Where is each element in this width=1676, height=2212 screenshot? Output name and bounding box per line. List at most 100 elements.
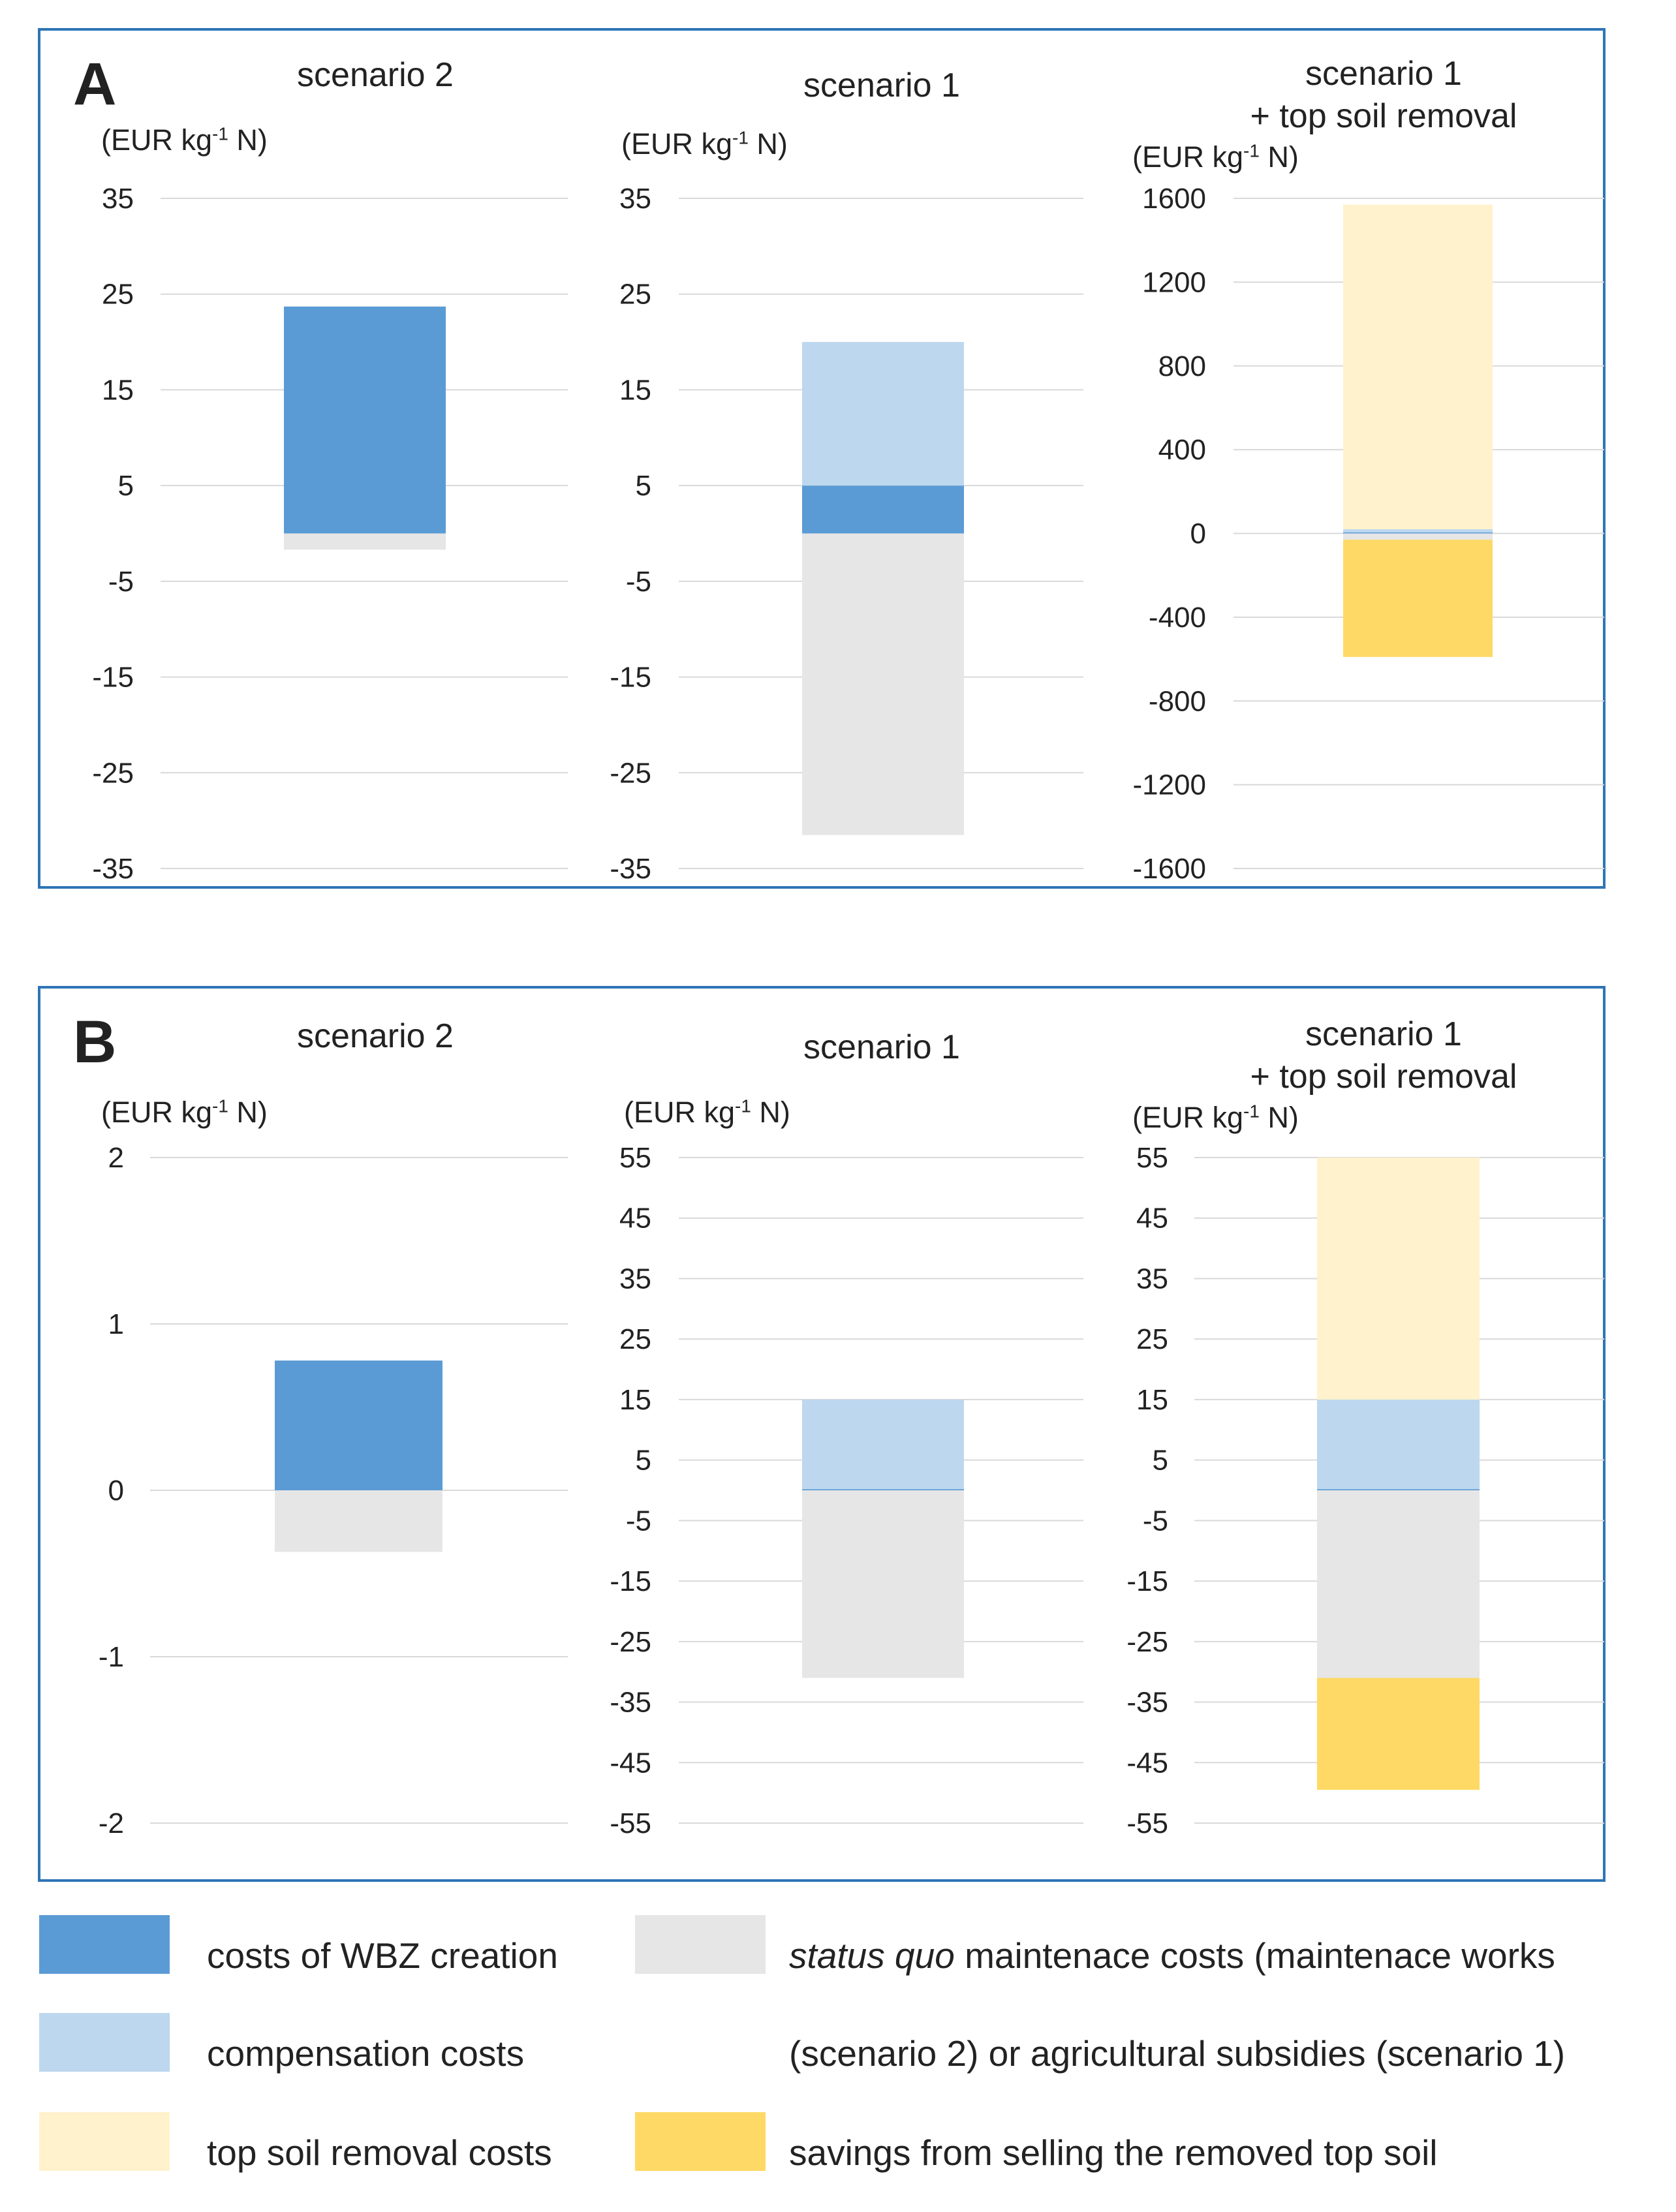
tick-label-b-1-2: 0 <box>108 1475 124 1507</box>
tick-label-b-2-5: 5 <box>636 1445 651 1477</box>
legend-label-wbz: costs of WBZ creation <box>207 1935 558 1976</box>
axis-unit-label-a-2: (EUR kg-1 N) <box>621 127 788 161</box>
tick-label-b-3-9: -35 <box>1126 1687 1168 1719</box>
tick-label-b-2-2: 35 <box>619 1263 651 1295</box>
legend-swatch-status-quo <box>635 1915 766 1974</box>
panel-letter-b: B <box>73 1009 116 1075</box>
tick-label-a-1-5: -15 <box>92 662 134 694</box>
tick-label-a-2-7: -35 <box>610 853 651 885</box>
bar-segment-b-3-status-quo <box>1317 1490 1480 1678</box>
tick-label-b-3-0: 55 <box>1136 1142 1168 1174</box>
tick-label-a-2-6: -25 <box>610 757 651 789</box>
tick-label-a-1-0: 35 <box>102 183 134 215</box>
panel-letter-a: A <box>73 51 116 117</box>
tick-label-a-3-0: 1600 <box>1142 183 1206 215</box>
tick-label-b-3-2: 35 <box>1136 1263 1168 1295</box>
tick-label-a-3-6: -800 <box>1149 685 1206 717</box>
bar-segment-a-3-topsoil <box>1343 204 1493 530</box>
bar-segment-b-3-topsoil <box>1317 1158 1480 1400</box>
tick-label-a-2-0: 35 <box>619 183 651 215</box>
legend-label-status-quo-italic: status quo <box>789 1935 955 1976</box>
tick-label-b-1-1: 1 <box>108 1308 124 1340</box>
axis-unit-label-b-1: (EUR kg-1 N) <box>101 1096 268 1129</box>
bar-segment-a-1-wbz <box>284 306 446 534</box>
tick-label-a-1-6: -25 <box>92 757 134 789</box>
chart-subtitle-a-3: + top soil removal <box>1250 97 1517 135</box>
chart-title-a-2: scenario 1 <box>803 67 960 104</box>
tick-label-b-2-6: -5 <box>626 1505 651 1537</box>
bar-segment-b-1-status-quo <box>275 1490 442 1552</box>
tick-label-a-2-3: 5 <box>636 470 651 502</box>
tick-label-b-2-4: 15 <box>619 1384 651 1416</box>
tick-label-a-3-7: -1200 <box>1132 769 1206 801</box>
tick-label-b-3-1: 45 <box>1136 1203 1168 1235</box>
bar-segment-a-2-wbz <box>802 485 964 534</box>
bar-segment-b-3-compensation <box>1317 1399 1480 1490</box>
legend-label-topsoil: top soil removal costs <box>207 2132 552 2173</box>
tick-label-b-2-3: 25 <box>619 1323 651 1355</box>
tick-label-a-3-3: 400 <box>1158 434 1206 466</box>
tick-label-b-2-9: -35 <box>610 1687 651 1719</box>
chart-title-b-2: scenario 1 <box>803 1028 960 1066</box>
axis-unit-label-b-2: (EUR kg-1 N) <box>624 1096 790 1129</box>
tick-label-b-2-7: -15 <box>610 1565 651 1597</box>
bar-segment-b-2-wbz <box>802 1489 964 1491</box>
chart-title-b-1: scenario 2 <box>297 1017 454 1055</box>
panel-frame-b <box>38 986 1606 1882</box>
bar-segment-a-3-wbz <box>1343 532 1493 534</box>
tick-label-a-3-8: -1600 <box>1132 853 1206 885</box>
legend-swatch-compensation <box>39 2013 170 2072</box>
tick-label-a-3-5: -400 <box>1149 602 1206 634</box>
bar-segment-b-1-wbz <box>275 1360 442 1490</box>
tick-label-a-1-2: 15 <box>102 374 134 406</box>
axis-unit-label-b-3: (EUR kg-1 N) <box>1132 1101 1299 1134</box>
bar-segment-a-3-savings <box>1343 540 1493 657</box>
bar-segment-a-3-status-quo <box>1343 533 1493 540</box>
tick-label-a-2-2: 15 <box>619 374 651 406</box>
tick-label-b-1-4: -2 <box>99 1807 124 1839</box>
tick-label-a-1-3: 5 <box>118 470 134 502</box>
tick-label-b-2-1: 45 <box>619 1203 651 1235</box>
bar-segment-a-2-compensation <box>802 342 964 486</box>
tick-label-b-3-10: -45 <box>1126 1747 1168 1779</box>
tick-label-b-2-0: 55 <box>619 1142 651 1174</box>
tick-label-a-1-1: 25 <box>102 279 134 311</box>
bar-segment-a-3-compensation <box>1343 529 1493 532</box>
tick-label-a-2-5: -15 <box>610 662 651 694</box>
legend-label-savings: savings from selling the removed top soi… <box>789 2132 1438 2173</box>
legend-swatch-topsoil <box>39 2112 170 2171</box>
tick-label-b-3-8: -25 <box>1126 1626 1168 1658</box>
chart-title-b-3: scenario 1 <box>1305 1015 1462 1053</box>
tick-label-b-3-6: -5 <box>1143 1505 1168 1537</box>
legend-label-compensation: compensation costs <box>207 2033 525 2074</box>
tick-label-b-3-7: -15 <box>1126 1565 1168 1597</box>
tick-label-a-3-2: 800 <box>1158 350 1206 382</box>
tick-label-b-2-10: -45 <box>610 1747 651 1779</box>
bar-segment-b-2-status-quo <box>802 1490 964 1678</box>
legend-swatch-wbz <box>39 1915 170 1974</box>
tick-label-b-3-5: 5 <box>1153 1445 1168 1477</box>
tick-label-b-2-11: -55 <box>610 1807 651 1839</box>
legend-label-status-quo-rest: maintenace costs (maintenace works <box>954 1935 1555 1976</box>
tick-label-b-3-4: 15 <box>1136 1384 1168 1416</box>
axis-unit-label-a-3: (EUR kg-1 N) <box>1132 140 1299 174</box>
tick-label-a-3-1: 1200 <box>1142 266 1206 298</box>
bar-segment-a-2-status-quo <box>802 533 964 835</box>
bar-segment-b-3-wbz <box>1317 1489 1480 1491</box>
bar-segment-b-3-savings <box>1317 1678 1480 1790</box>
legend-label-status-quo: status quo maintenace costs (maintenace … <box>789 1935 1555 1976</box>
bar-segment-b-2-compensation <box>802 1399 964 1490</box>
bar-segment-a-1-status-quo <box>284 533 446 550</box>
tick-label-a-2-1: 25 <box>619 279 651 311</box>
chart-title-a-3: scenario 1 <box>1305 55 1462 93</box>
tick-label-a-3-4: 0 <box>1190 518 1206 550</box>
axis-unit-label-a-1: (EUR kg-1 N) <box>101 123 268 157</box>
tick-label-b-1-0: 2 <box>108 1142 124 1174</box>
tick-label-b-1-3: -1 <box>99 1641 124 1673</box>
tick-label-a-1-4: -5 <box>108 566 134 598</box>
legend-swatch-savings <box>635 2112 766 2171</box>
tick-label-b-3-11: -55 <box>1126 1807 1168 1839</box>
tick-label-a-1-7: -35 <box>92 853 134 885</box>
panel-frame-a <box>38 28 1606 889</box>
